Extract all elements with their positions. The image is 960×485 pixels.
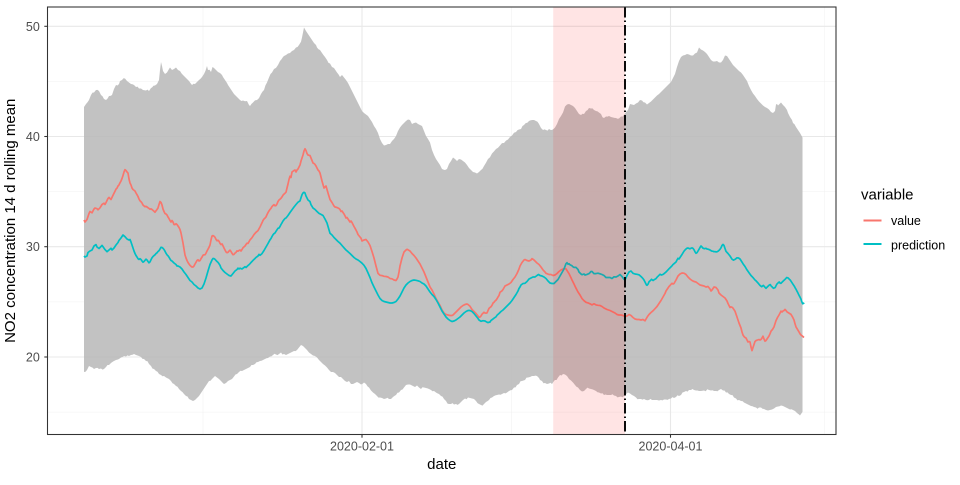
svg-text:date: date bbox=[427, 456, 456, 473]
svg-text:2020-04-01: 2020-04-01 bbox=[639, 440, 703, 454]
svg-text:prediction: prediction bbox=[891, 238, 945, 252]
svg-text:variable: variable bbox=[861, 186, 914, 203]
svg-text:50: 50 bbox=[26, 20, 40, 34]
svg-text:20: 20 bbox=[26, 351, 40, 365]
svg-text:2020-02-01: 2020-02-01 bbox=[330, 440, 394, 454]
svg-text:NO2 concentration 14 d rolling: NO2 concentration 14 d rolling mean bbox=[2, 99, 19, 343]
svg-text:value: value bbox=[891, 214, 921, 228]
svg-text:40: 40 bbox=[26, 130, 40, 144]
svg-text:30: 30 bbox=[26, 240, 40, 254]
